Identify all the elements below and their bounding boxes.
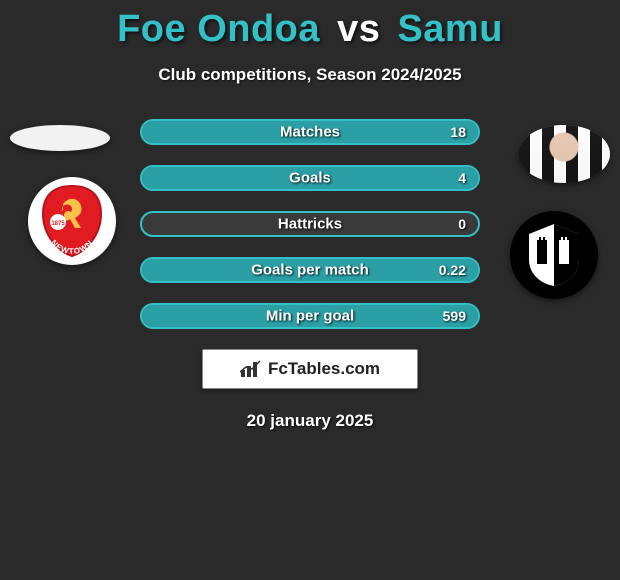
newtown-crest-icon: 1875 NEWTOWN — [33, 182, 111, 260]
player2-avatar — [518, 125, 610, 183]
player2-club-crest — [510, 211, 598, 299]
player1-club-crest: 1875 NEWTOWN — [28, 177, 116, 265]
stat-row-min-per-goal: Min per goal 599 — [140, 303, 480, 329]
brand-text: FcTables.com — [268, 359, 380, 379]
stat-label: Min per goal — [266, 308, 354, 325]
stat-row-hattricks: Hattricks 0 — [140, 211, 480, 237]
guimaraes-crest-icon — [519, 220, 589, 290]
stat-value-right: 4 — [458, 170, 466, 186]
brand-badge: FcTables.com — [202, 349, 418, 389]
stat-label: Matches — [280, 124, 340, 141]
subtitle: Club competitions, Season 2024/2025 — [0, 65, 620, 85]
title-player1: Foe Ondoa — [117, 8, 320, 50]
stat-value-right: 18 — [450, 124, 466, 140]
stat-row-goals-per-match: Goals per match 0.22 — [140, 257, 480, 283]
bar-chart-icon — [240, 360, 262, 378]
page-title: Foe Ondoa vs Samu — [0, 0, 620, 51]
player1-avatar — [10, 125, 110, 151]
stat-label: Goals per match — [251, 262, 369, 279]
date-line: 20 january 2025 — [0, 411, 620, 431]
stat-value-right: 599 — [443, 308, 466, 324]
title-vs: vs — [337, 8, 380, 50]
stat-row-goals: Goals 4 — [140, 165, 480, 191]
player2-avatar-image — [518, 125, 610, 183]
stat-rows: Matches 18 Goals 4 Hattricks 0 Goals per… — [140, 119, 480, 329]
stat-label: Goals — [289, 170, 331, 187]
title-player2: Samu — [397, 8, 502, 50]
comparison-panel: 1875 NEWTOWN Matches 18 Goals — [0, 119, 620, 431]
stat-value-right: 0.22 — [439, 262, 466, 278]
stat-label: Hattricks — [278, 216, 342, 233]
stat-value-right: 0 — [458, 216, 466, 232]
svg-text:1875: 1875 — [51, 221, 65, 227]
stat-row-matches: Matches 18 — [140, 119, 480, 145]
